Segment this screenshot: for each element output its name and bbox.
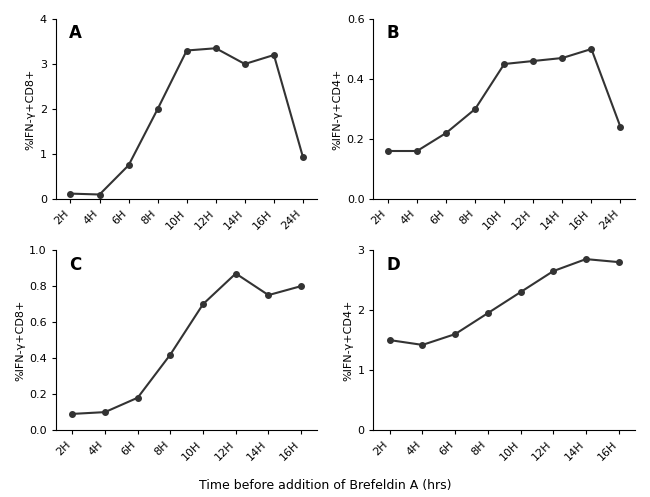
Y-axis label: %IFN-γ+CD4+: %IFN-γ+CD4+ [343, 299, 353, 381]
Text: A: A [69, 24, 82, 42]
Text: D: D [387, 255, 400, 273]
Text: B: B [387, 24, 399, 42]
Y-axis label: %IFN-γ+CD4+: %IFN-γ+CD4+ [333, 68, 343, 150]
Y-axis label: %IFN-γ+CD8+: %IFN-γ+CD8+ [25, 68, 36, 150]
Y-axis label: %IFN-γ+CD8+: %IFN-γ+CD8+ [15, 299, 25, 381]
Text: Time before addition of Brefeldin A (hrs): Time before addition of Brefeldin A (hrs… [199, 479, 451, 492]
Text: C: C [69, 255, 81, 273]
